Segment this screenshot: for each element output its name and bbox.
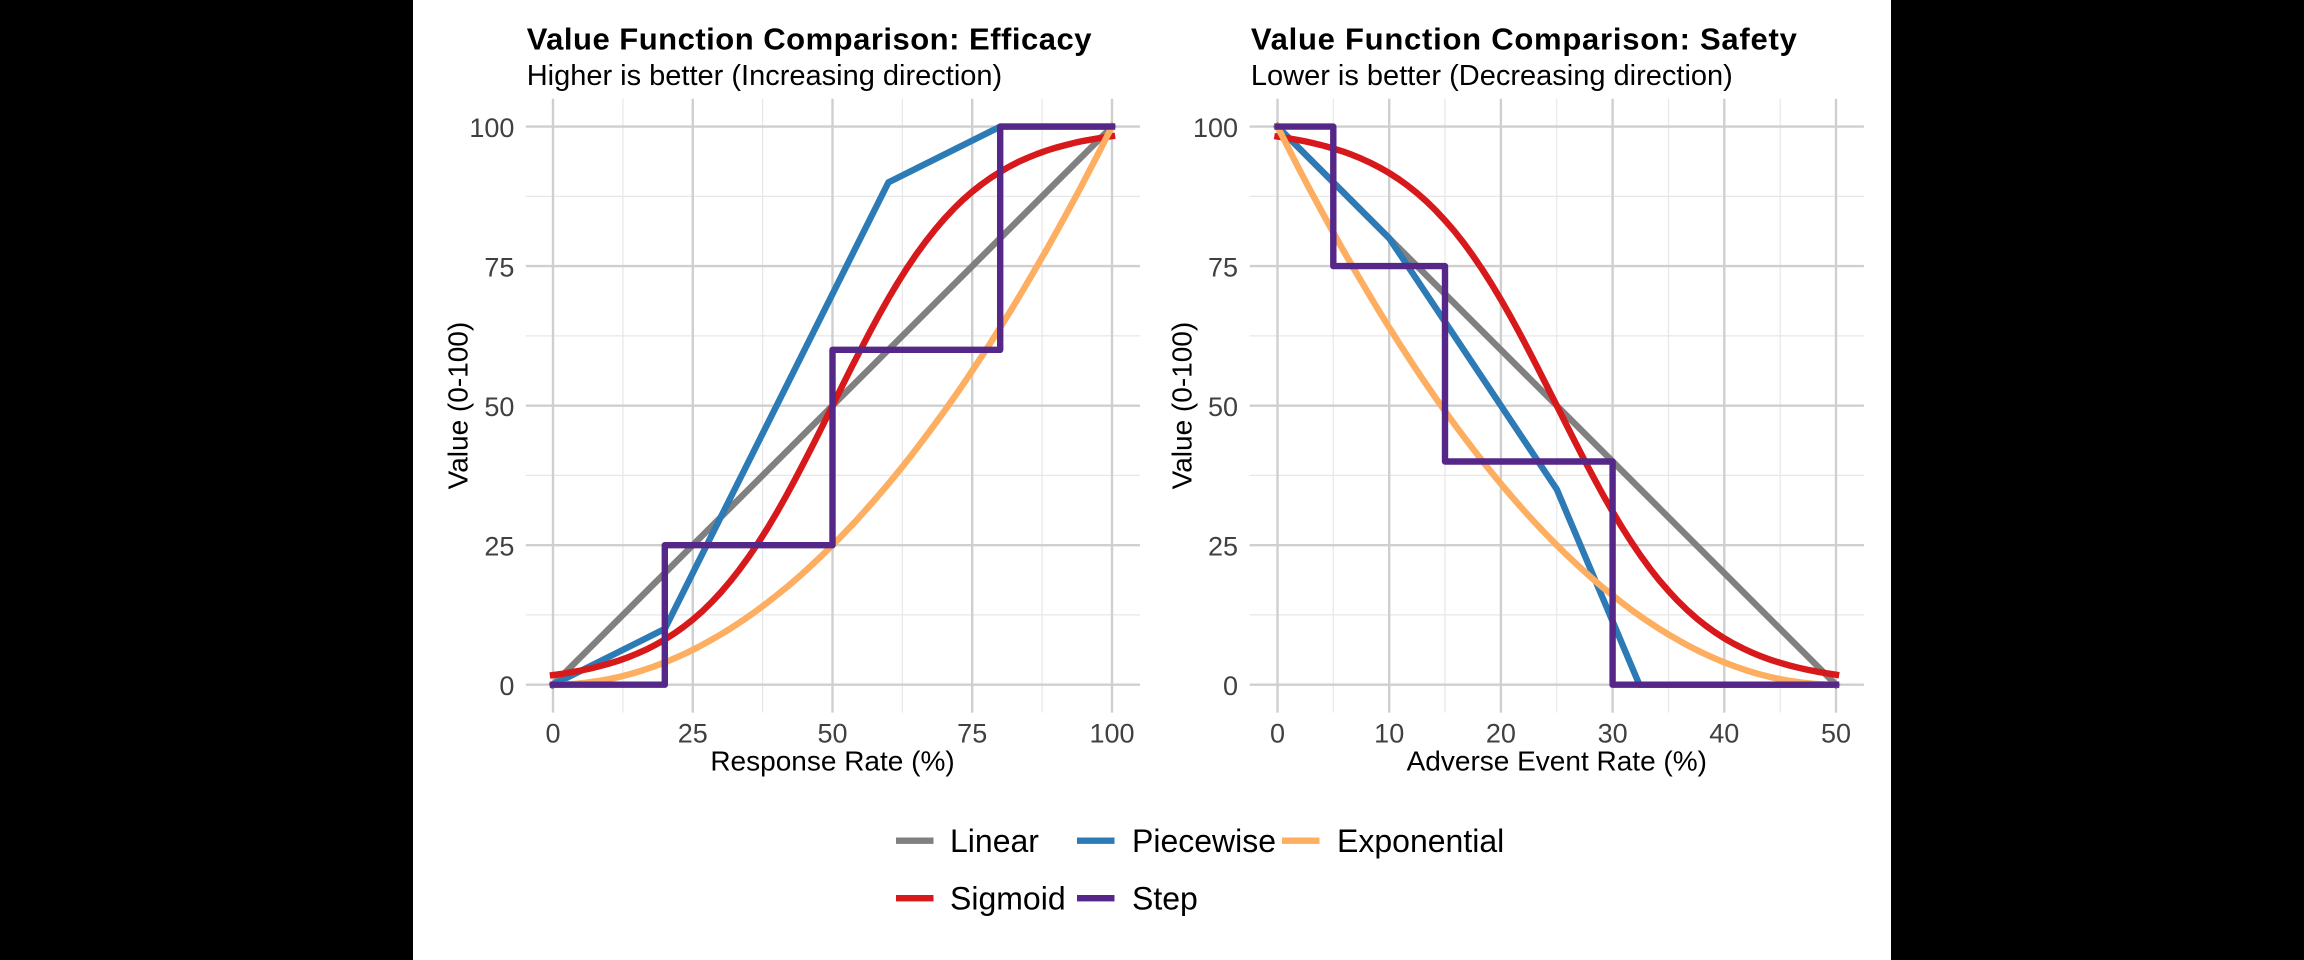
svg-text:25: 25 xyxy=(1208,531,1238,561)
svg-text:Value (0-100): Value (0-100) xyxy=(443,322,474,490)
svg-text:Higher is better (Increasing d: Higher is better (Increasing direction) xyxy=(527,60,1002,92)
svg-text:25: 25 xyxy=(484,531,514,561)
svg-text:Adverse Event Rate (%): Adverse Event Rate (%) xyxy=(1407,746,1707,777)
svg-text:Lower is better (Decreasing di: Lower is better (Decreasing direction) xyxy=(1251,60,1733,92)
svg-text:0: 0 xyxy=(545,719,560,749)
svg-text:Response Rate (%): Response Rate (%) xyxy=(710,746,954,777)
svg-text:0: 0 xyxy=(1270,719,1285,749)
svg-text:100: 100 xyxy=(1193,113,1238,143)
svg-text:Value (0-100): Value (0-100) xyxy=(1167,322,1198,490)
svg-text:75: 75 xyxy=(484,252,514,282)
svg-text:75: 75 xyxy=(957,719,987,749)
svg-text:50: 50 xyxy=(484,392,514,422)
svg-text:30: 30 xyxy=(1598,719,1628,749)
svg-text:Piecewise: Piecewise xyxy=(1132,823,1276,859)
svg-text:100: 100 xyxy=(1089,719,1134,749)
svg-text:Exponential: Exponential xyxy=(1337,823,1504,859)
svg-text:50: 50 xyxy=(1821,719,1851,749)
svg-text:25: 25 xyxy=(678,719,708,749)
svg-text:Value Function Comparison: Saf: Value Function Comparison: Safety xyxy=(1251,22,1798,57)
svg-text:10: 10 xyxy=(1374,719,1404,749)
svg-text:Step: Step xyxy=(1132,881,1198,917)
svg-text:100: 100 xyxy=(469,113,514,143)
svg-text:0: 0 xyxy=(499,671,514,701)
svg-text:20: 20 xyxy=(1486,719,1516,749)
svg-text:75: 75 xyxy=(1208,252,1238,282)
svg-text:40: 40 xyxy=(1709,719,1739,749)
svg-text:50: 50 xyxy=(1208,392,1238,422)
svg-text:Sigmoid: Sigmoid xyxy=(950,881,1066,917)
svg-text:0: 0 xyxy=(1223,671,1238,701)
svg-text:50: 50 xyxy=(817,719,847,749)
svg-text:Linear: Linear xyxy=(950,823,1039,859)
svg-text:Value Function Comparison: Eff: Value Function Comparison: Efficacy xyxy=(527,22,1093,57)
